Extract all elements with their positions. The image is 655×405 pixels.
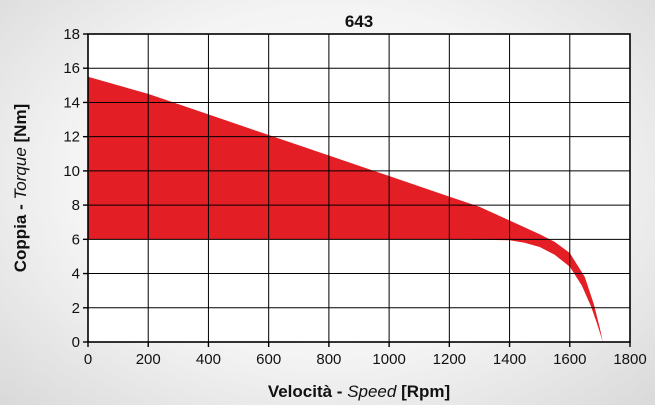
- y-tick-label: 16: [63, 60, 80, 77]
- y-tick-label: 2: [72, 300, 80, 317]
- x-tick-label: 1200: [433, 351, 466, 368]
- y-tick-label: 18: [63, 26, 80, 43]
- grid-layer: [88, 34, 630, 342]
- x-tick-label: 400: [196, 351, 221, 368]
- y-tick-label: 10: [63, 163, 80, 180]
- x-axis-label: Velocità - Speed [Rpm]: [268, 382, 450, 401]
- x-tick-label: 1400: [493, 351, 526, 368]
- y-tick-label: 6: [72, 231, 80, 248]
- y-tick-label: 4: [72, 266, 80, 283]
- chart-title: 643: [345, 12, 373, 31]
- x-tick-label: 200: [136, 351, 161, 368]
- x-tick-label: 1000: [372, 351, 405, 368]
- torque-area: [88, 76, 603, 343]
- x-tick-label: 1600: [553, 351, 586, 368]
- y-axis-label: Coppia - Torque [Nm]: [11, 104, 30, 272]
- tick-layer: 0 200 400 600 800 1000 1200 1400 1600 1800 0 2 4 6 8 10…: [63, 26, 646, 368]
- y-tick-label: 14: [63, 94, 80, 111]
- y-tick-label: 12: [63, 129, 80, 146]
- x-tick-label: 0: [84, 351, 92, 368]
- y-tick-label: 8: [72, 197, 80, 214]
- x-tick-label: 800: [316, 351, 341, 368]
- x-tick-label: 1800: [613, 351, 646, 368]
- fill-layer: [88, 76, 603, 343]
- x-tick-label: 600: [256, 351, 281, 368]
- y-tick-label: 0: [72, 334, 80, 351]
- plot-border: [87, 33, 631, 343]
